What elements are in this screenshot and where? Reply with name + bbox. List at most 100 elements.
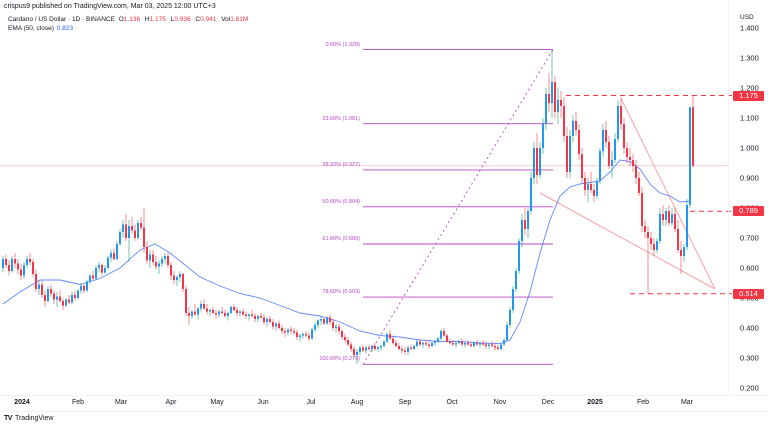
candle-up <box>302 334 304 336</box>
candle-down <box>653 244 655 250</box>
candle-down <box>233 307 235 310</box>
candle-down <box>362 347 364 351</box>
high-label: H <box>144 16 150 23</box>
y-tick-label: 0.600 <box>740 263 759 273</box>
candle-down <box>350 344 352 349</box>
candle-down <box>296 332 298 337</box>
candle-up <box>320 319 322 321</box>
candle-up <box>521 220 523 241</box>
candle-up <box>158 263 160 267</box>
y-tick-label: 0.400 <box>740 323 759 333</box>
candle-down <box>170 265 172 276</box>
candle-down <box>620 106 622 124</box>
candle-down <box>17 263 19 270</box>
candle-down <box>419 341 421 345</box>
candle-up <box>686 205 688 247</box>
candle-up <box>314 325 316 330</box>
y-tick-label: 0.700 <box>740 233 759 243</box>
candle-down <box>44 295 46 301</box>
y-tick-label: 1.200 <box>740 83 759 93</box>
x-tick-label: Feb <box>71 399 85 406</box>
candle-down <box>650 238 652 244</box>
candle-down <box>212 310 214 313</box>
candle-up <box>317 320 319 325</box>
candle-down <box>425 343 427 345</box>
candle-up <box>218 311 220 315</box>
high-value: 1.175 <box>149 16 166 23</box>
candle-down <box>638 178 640 193</box>
candle-down <box>14 259 16 264</box>
candle-up <box>257 316 259 319</box>
open-label: O <box>118 16 124 23</box>
candle-up <box>266 319 268 322</box>
candle-up <box>455 343 457 345</box>
candle-down <box>629 157 631 160</box>
candle-down <box>182 274 184 289</box>
candle-down <box>590 184 592 190</box>
candle-down <box>143 227 145 247</box>
candle-down <box>644 226 646 232</box>
candle-down <box>677 229 679 250</box>
x-tick-label: May <box>210 399 224 406</box>
x-tick-label: Mar <box>680 399 694 406</box>
candle-down <box>329 317 331 322</box>
candle-down <box>647 232 649 238</box>
candle-up <box>407 347 409 352</box>
candle-down <box>485 344 487 346</box>
candle-up <box>434 341 436 343</box>
candle-down <box>560 100 562 106</box>
candle-down <box>566 136 568 172</box>
candle-down <box>113 253 115 259</box>
candle-down <box>641 193 643 226</box>
x-tick-label: Jun <box>257 399 269 406</box>
footer-border <box>0 411 768 412</box>
candle-down <box>575 121 577 130</box>
candle-down <box>428 344 430 346</box>
candle-down <box>323 319 325 324</box>
symbol-row[interactable]: Cardano / US Dollar · 1D · BINANCE O1.13… <box>8 15 251 24</box>
fib-level-label: 50.00% (0.804) <box>322 198 360 205</box>
candle-up <box>557 100 559 112</box>
candle-up <box>533 148 535 178</box>
candle-up <box>617 106 619 139</box>
ema-value: 0.823 <box>56 25 74 32</box>
fib-diagonal-line <box>362 49 554 365</box>
candle-up <box>77 290 79 298</box>
candle-down <box>554 82 556 112</box>
ema-50-line <box>2 159 691 345</box>
candle-up <box>107 257 109 268</box>
close-label: C <box>195 16 201 23</box>
candle-up <box>500 344 502 349</box>
candle-up <box>299 335 301 337</box>
candle-up <box>539 148 541 175</box>
candle-down <box>305 334 307 336</box>
candle-down <box>101 265 103 273</box>
candle-up <box>665 211 667 220</box>
candle-up <box>56 296 58 300</box>
candle-down <box>467 343 469 345</box>
candle-down <box>680 250 682 256</box>
y-tick-label: 0.300 <box>740 353 759 363</box>
candle-down <box>188 313 190 316</box>
candle-up <box>545 94 547 124</box>
candle-up <box>551 82 553 103</box>
candle-down <box>134 230 136 238</box>
candle-down <box>215 313 217 315</box>
candle-down <box>482 343 484 345</box>
candle-down <box>206 308 208 312</box>
candle-down <box>623 124 625 148</box>
candle-up <box>356 352 358 355</box>
candle-up <box>200 304 202 309</box>
candle-up <box>431 343 433 346</box>
candle-up <box>110 253 112 258</box>
candle-up <box>227 313 229 316</box>
candle-down <box>398 346 400 349</box>
candle-down <box>524 220 526 229</box>
candle-up <box>611 160 613 166</box>
candle-down <box>62 301 64 306</box>
candle-up <box>287 329 289 333</box>
ema-row[interactable]: EMA (50, close) 0.823 <box>8 24 251 33</box>
y-tick-label: 0.900 <box>740 173 759 183</box>
candle-up <box>197 308 199 315</box>
